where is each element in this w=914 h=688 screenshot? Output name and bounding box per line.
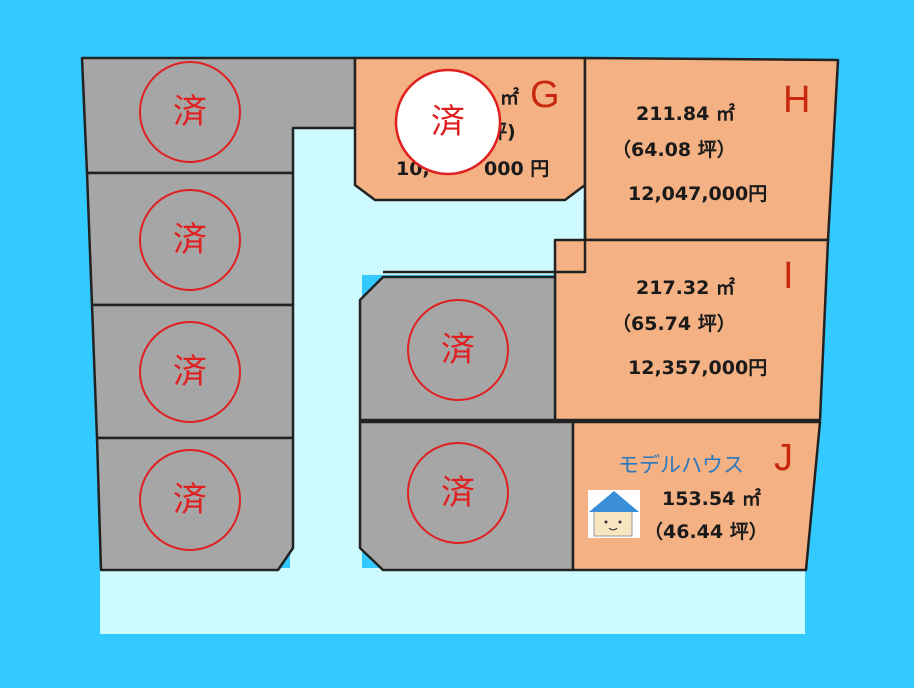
road [100, 125, 805, 634]
lot-g-price-right: 000 円 [484, 158, 549, 180]
lot-i-price: 12,357,000円 [628, 357, 767, 379]
sold-mark: 済 [173, 92, 207, 132]
lot-i-letter: I [783, 255, 794, 297]
sold-mark-circle [394, 68, 502, 176]
lot-i-tsubo: （65.74 坪） [612, 312, 736, 335]
sold-marks [139, 61, 509, 551]
lot-i-area: 217.32 ㎡ [636, 276, 735, 299]
lot-h-letter: H [783, 79, 810, 121]
lot-h-area: 211.84 ㎡ [636, 102, 735, 125]
lot-h-tsubo: （64.08 坪） [612, 138, 736, 161]
sold-mark: 済 [441, 473, 475, 513]
lot-j-area: 153.54 ㎡ [662, 487, 761, 510]
lot-g-letter: G [530, 74, 560, 116]
lot-j-letter: J [774, 437, 793, 479]
sold-mark: 済 [173, 480, 207, 520]
lot-sold-5[interactable] [358, 275, 557, 422]
sold-mark: 済 [441, 330, 475, 370]
house-icon [588, 490, 640, 538]
road-boundary [383, 200, 587, 274]
lot-j-tsubo: （46.44 坪） [644, 520, 768, 543]
lot-sold-6[interactable] [358, 420, 575, 572]
sold-mark: 済 [431, 102, 465, 142]
sold-mark: 済 [173, 220, 207, 260]
lot-h-price: 12,047,000円 [628, 183, 767, 205]
lot-sold-4[interactable] [95, 436, 295, 572]
model-house-label: モデルハウス [618, 453, 744, 477]
lot-g-area: ㎡ [500, 86, 519, 109]
sold-mark: 済 [173, 352, 207, 392]
